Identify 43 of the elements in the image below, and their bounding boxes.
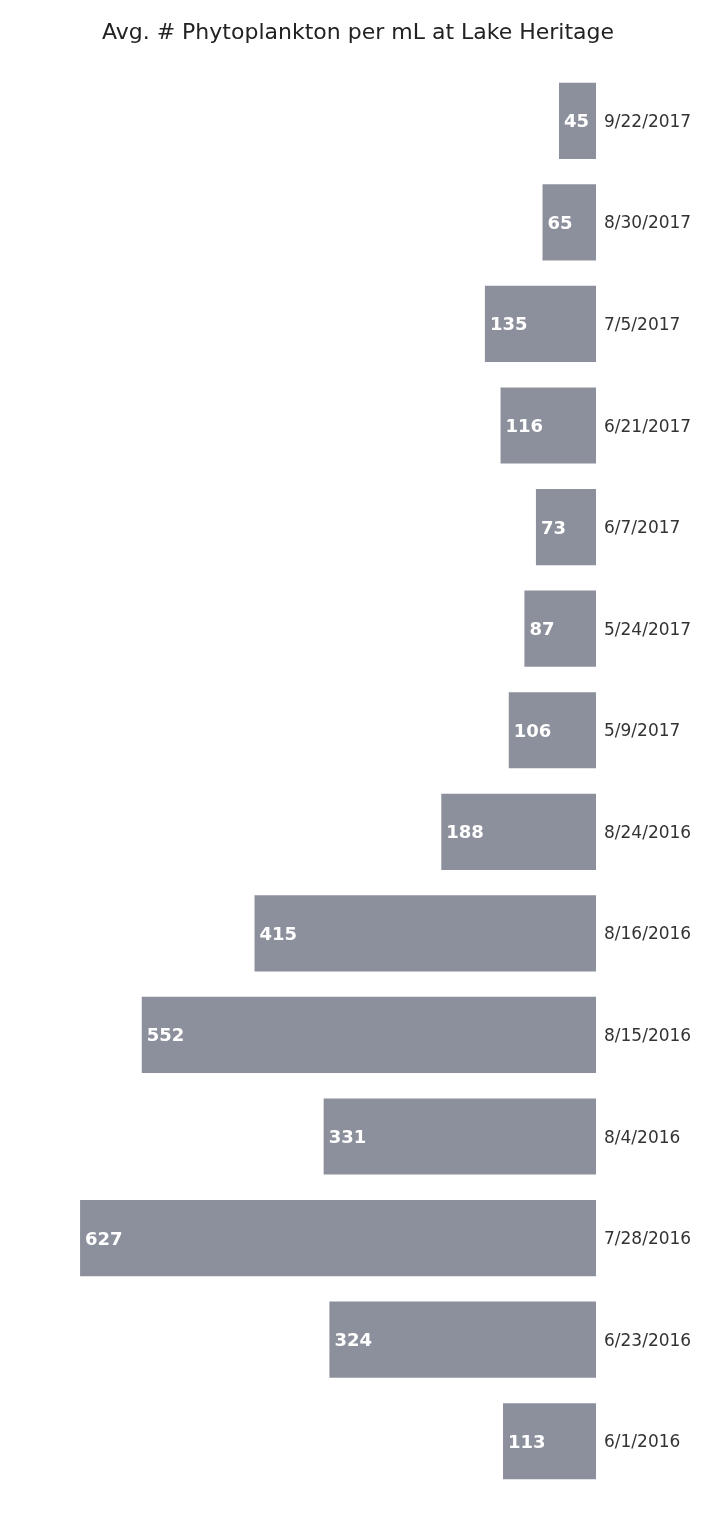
y-tick-label: 8/30/2017	[604, 212, 692, 233]
y-tick-label: 8/4/2016	[604, 1126, 681, 1147]
data-label: 45	[563, 110, 590, 132]
y-tick-label: 6/21/2017	[604, 415, 692, 436]
y-tick-label: 6/1/2016	[604, 1431, 681, 1452]
y-tick-label: 6/7/2017	[604, 517, 681, 538]
y-tick-label: 7/5/2017	[604, 313, 681, 334]
bar	[524, 590, 596, 667]
y-tick-label: 5/24/2017	[604, 618, 692, 639]
y-tick-label: 5/9/2017	[604, 720, 681, 741]
data-label: 135	[489, 313, 528, 335]
data-label: 627	[85, 1227, 123, 1249]
data-label: 415	[259, 922, 298, 944]
bar	[500, 387, 596, 464]
data-label: 73	[540, 516, 566, 538]
data-label: 331	[328, 1126, 367, 1147]
bar	[80, 1199, 596, 1277]
data-label: 113	[508, 1430, 546, 1452]
data-label: 106	[513, 719, 552, 741]
y-tick-label: 8/24/2016	[604, 821, 692, 842]
data-label: 87	[529, 618, 555, 640]
bar	[503, 1403, 596, 1480]
data-label: 188	[446, 821, 484, 843]
y-tick-label: 7/28/2016	[604, 1228, 692, 1249]
bar	[558, 82, 596, 159]
bar	[508, 692, 596, 769]
data-label: 552	[146, 1024, 185, 1046]
bar	[535, 488, 596, 566]
bar	[141, 996, 596, 1074]
bar	[254, 895, 596, 972]
bar	[484, 285, 596, 363]
bar	[542, 184, 596, 261]
data-label: 116	[505, 415, 544, 436]
y-tick-label: 9/22/2017	[604, 110, 692, 131]
y-tick-label: 8/15/2016	[604, 1024, 692, 1045]
y-tick-label: 6/23/2016	[604, 1329, 692, 1350]
y-tick-label: 8/16/2016	[604, 923, 692, 944]
data-label: 324	[334, 1329, 372, 1351]
chart-title: Avg. # Phytoplankton per mL at Lake Heritage	[101, 18, 615, 44]
bar	[441, 793, 596, 870]
data-label: 65	[547, 211, 573, 233]
bar	[323, 1098, 596, 1175]
bar	[329, 1301, 596, 1378]
